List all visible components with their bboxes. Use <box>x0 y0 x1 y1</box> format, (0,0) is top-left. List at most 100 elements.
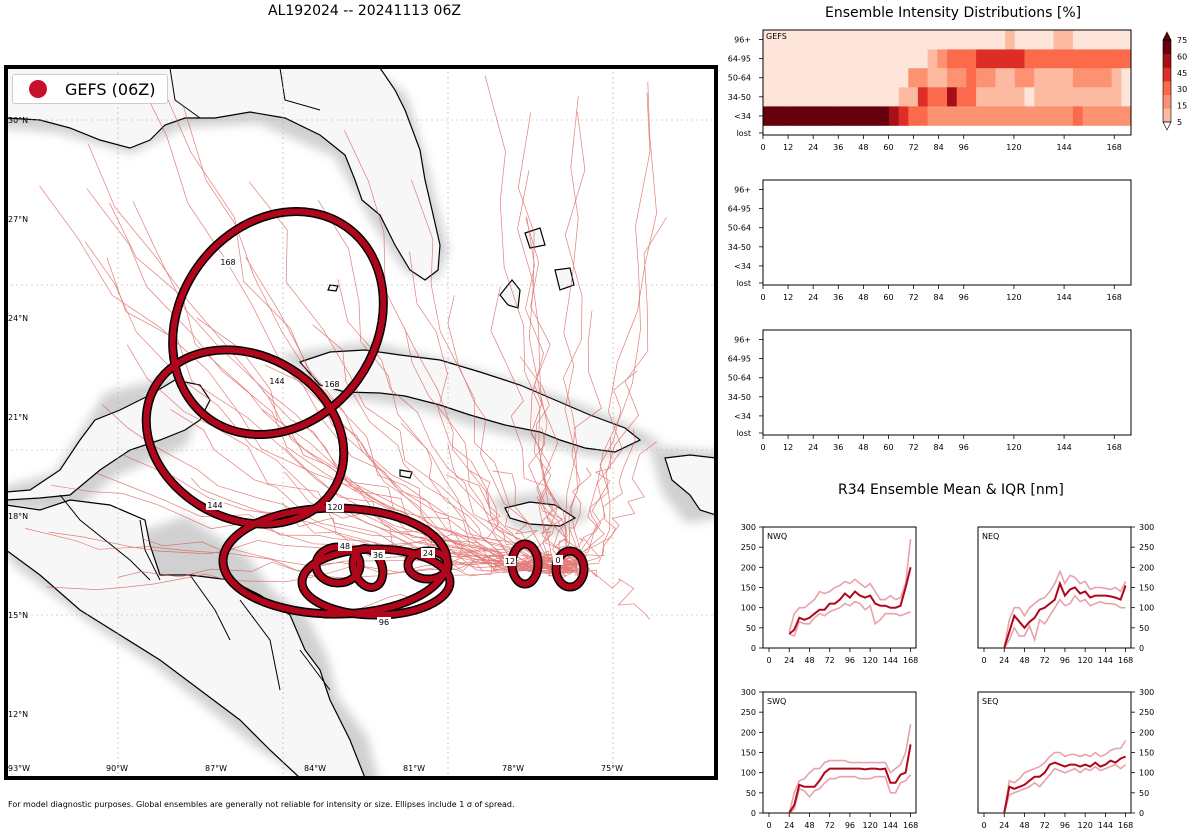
heatmap-x-tick: 0 <box>760 443 765 452</box>
r34-iqr-lower <box>788 774 912 814</box>
heatmap-cell <box>956 49 967 69</box>
heatmap-cell <box>976 30 987 50</box>
r34-mean-line <box>788 744 912 814</box>
heatmap-cell <box>1014 30 1025 50</box>
heatmap-cell <box>879 106 890 126</box>
r34-x-tick: 120 <box>1078 821 1093 830</box>
r34-iqr-upper <box>788 724 912 814</box>
r34-y-tick: 0 <box>1139 809 1144 818</box>
heatmap-cell <box>782 30 793 50</box>
heatmap-cell <box>976 49 987 69</box>
colorbar-tick: 5 <box>1177 118 1182 127</box>
heatmap-x-tick: 48 <box>858 443 868 452</box>
heatmap-cell <box>1101 68 1113 88</box>
heatmap-y-tick: 50-64 <box>728 224 751 233</box>
heatmap-cell <box>947 87 958 107</box>
lon-label-93: 93°W <box>8 764 30 773</box>
heatmap-cell <box>1063 49 1074 69</box>
heatmap-cell <box>976 68 987 88</box>
heatmap-cell <box>859 106 870 126</box>
lon-label-75: 75°W <box>601 764 623 773</box>
r34-iqr-upper <box>1003 569 1127 649</box>
heatmap-panel-0: GEFS 96+ 64-95 50-64 34-50 <34 lost 0 12 24 36 48 60… <box>728 29 1132 152</box>
heatmap-cell <box>772 30 783 50</box>
colorbar-frame <box>1162 39 1172 123</box>
heatmap-cell <box>821 87 832 107</box>
heatmap-x-tick: 84 <box>934 143 944 152</box>
heatmap-cell <box>1121 49 1132 69</box>
r34-x-tick: 48 <box>1019 656 1029 665</box>
ensemble-track <box>122 454 573 568</box>
heatmap-cell <box>821 68 832 88</box>
r34-x-tick: 0 <box>766 656 771 665</box>
heatmap-cell <box>1082 30 1093 50</box>
heatmap-y-tick: <34 <box>734 412 751 421</box>
r34-y-tick: 250 <box>1139 708 1154 717</box>
r34-x-tick: 24 <box>999 656 1009 665</box>
heatmap-cell <box>1005 106 1016 126</box>
r34-x-tick: 72 <box>1040 821 1050 830</box>
heatmap-cell <box>821 106 832 126</box>
r34-x-tick: 144 <box>1098 656 1113 665</box>
heatmap-cell <box>879 68 890 88</box>
heatmap-cell <box>811 30 822 50</box>
r34-x-tick: 24 <box>784 821 794 830</box>
heatmap-cell <box>859 49 870 69</box>
r34-y-tick: 250 <box>741 543 756 552</box>
heatmap-cell <box>898 49 909 69</box>
heatmap-cell <box>908 87 919 107</box>
heatmap-cell <box>927 87 938 107</box>
ensemble-track <box>528 427 561 577</box>
r34-mean-line <box>1003 755 1126 814</box>
heatmap-cell <box>772 87 783 107</box>
heatmap-x-tick: 36 <box>833 143 843 152</box>
heatmap-cell <box>985 87 996 107</box>
ellipse-label-0: 0 <box>555 556 560 565</box>
heatmap-cell <box>1111 49 1122 69</box>
heatmap-cell <box>1024 68 1035 88</box>
heatmap-panel-label: GEFS <box>766 32 787 41</box>
r34-y-tick: 200 <box>1139 563 1154 572</box>
lat-label-15: 15°N <box>8 611 28 620</box>
heatmap-cell <box>811 87 822 107</box>
heatmap-cell <box>792 49 803 69</box>
heatmap-x-tick: 0 <box>760 143 765 152</box>
r34-y-tick: 200 <box>741 563 756 572</box>
heatmap-cell <box>1034 49 1045 69</box>
heatmap-cell <box>1014 87 1025 107</box>
heatmap-cell <box>840 68 851 88</box>
heatmap-cell <box>937 68 948 88</box>
lat-label-18: 18°N <box>8 512 28 521</box>
r34-x-tick: 0 <box>766 821 771 830</box>
heatmap-cell <box>830 106 841 126</box>
heatmap-cell <box>937 30 948 50</box>
heatmap-cell <box>1111 87 1122 107</box>
heatmap-cell <box>869 30 880 50</box>
heatmap-cell <box>908 68 919 88</box>
colorbar-swatch <box>1163 67 1171 82</box>
heatmap-x-tick: 168 <box>1107 293 1122 302</box>
heatmap-y-tick: <34 <box>734 112 751 121</box>
heatmap-cell <box>1121 87 1132 107</box>
heatmap-cell <box>763 68 774 88</box>
heatmap-x-tick: 24 <box>808 293 818 302</box>
heatmap-cell <box>985 49 996 69</box>
colorbar: 75 60 45 30 15 5 <box>1162 31 1187 131</box>
heatmap-cell <box>1063 87 1074 107</box>
heatmap-cell <box>1053 30 1064 50</box>
heatmap-cell <box>859 30 870 50</box>
heatmap-cell <box>879 49 890 69</box>
heatmap-cell <box>908 106 919 126</box>
heatmap-cell <box>927 68 938 88</box>
heatmap-cell <box>801 30 812 50</box>
ellipse-label-168b: 168 <box>324 380 339 389</box>
lat-label-27: 27°N <box>8 215 28 224</box>
r34-iqr-lower <box>1003 594 1126 649</box>
heatmap-cell <box>1043 87 1054 107</box>
heatmap-y-tick: 96+ <box>734 36 751 45</box>
r34-quadrant-label: SWQ <box>767 697 786 706</box>
r34-frame <box>762 691 917 814</box>
r34-iqr-lower <box>788 600 911 637</box>
r34-x-tick: 48 <box>1019 821 1029 830</box>
heatmap-cell <box>792 87 803 107</box>
